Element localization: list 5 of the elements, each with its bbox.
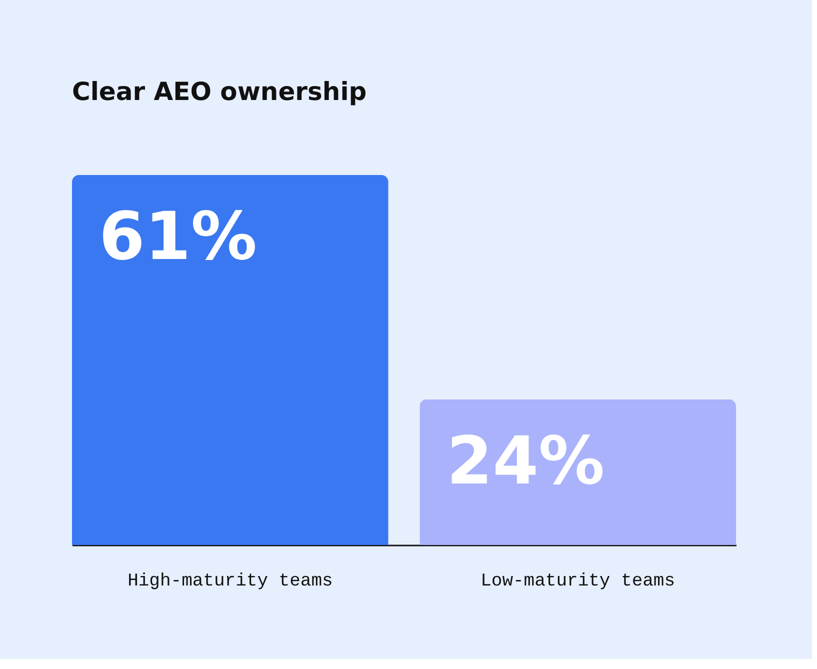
data-label: 24% — [446, 422, 605, 500]
data-label: 61% — [99, 198, 257, 275]
chart-title: Clear AEO ownership — [72, 77, 367, 106]
x-tick-label: High-maturity teams — [128, 572, 333, 592]
x-tick-label: Low-maturity teams — [480, 572, 676, 592]
